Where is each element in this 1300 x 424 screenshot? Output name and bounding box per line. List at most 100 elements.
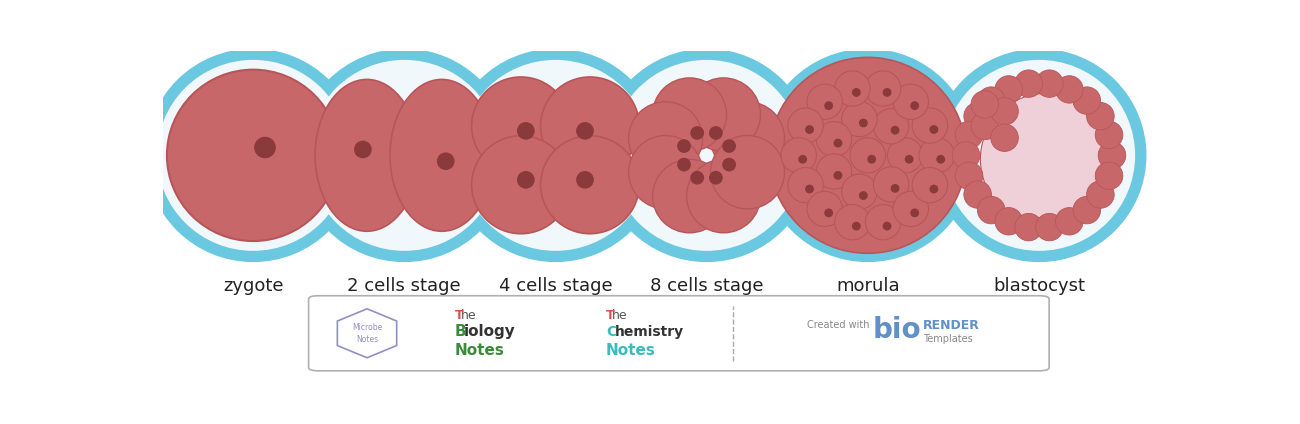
Ellipse shape bbox=[611, 60, 802, 251]
Ellipse shape bbox=[866, 204, 901, 240]
Ellipse shape bbox=[798, 155, 807, 164]
Ellipse shape bbox=[437, 152, 455, 170]
Ellipse shape bbox=[576, 122, 594, 139]
Ellipse shape bbox=[1015, 70, 1043, 98]
Ellipse shape bbox=[867, 155, 876, 164]
Ellipse shape bbox=[653, 159, 727, 233]
Ellipse shape bbox=[599, 49, 814, 262]
Ellipse shape bbox=[919, 138, 954, 173]
Text: T: T bbox=[455, 309, 463, 322]
Ellipse shape bbox=[1098, 142, 1126, 169]
Ellipse shape bbox=[994, 76, 1023, 103]
Ellipse shape bbox=[850, 138, 885, 173]
Ellipse shape bbox=[772, 60, 963, 251]
Ellipse shape bbox=[770, 57, 966, 253]
Ellipse shape bbox=[541, 77, 640, 175]
Ellipse shape bbox=[1072, 196, 1101, 224]
Ellipse shape bbox=[690, 126, 705, 140]
Ellipse shape bbox=[910, 209, 919, 217]
Text: bio: bio bbox=[872, 316, 922, 344]
Ellipse shape bbox=[517, 171, 534, 189]
Ellipse shape bbox=[472, 77, 571, 175]
Text: iology: iology bbox=[464, 324, 516, 339]
Ellipse shape bbox=[517, 122, 534, 139]
Ellipse shape bbox=[824, 101, 833, 110]
Text: 2 cells stage: 2 cells stage bbox=[347, 277, 462, 295]
Text: he: he bbox=[612, 309, 628, 322]
Ellipse shape bbox=[891, 184, 900, 193]
Ellipse shape bbox=[711, 102, 784, 175]
Text: Notes: Notes bbox=[455, 343, 504, 358]
Ellipse shape bbox=[963, 181, 992, 208]
Ellipse shape bbox=[781, 138, 816, 173]
Ellipse shape bbox=[991, 124, 1018, 151]
Ellipse shape bbox=[157, 60, 350, 251]
Ellipse shape bbox=[807, 84, 842, 120]
Ellipse shape bbox=[888, 138, 923, 173]
Ellipse shape bbox=[788, 108, 823, 143]
Ellipse shape bbox=[315, 79, 419, 231]
Ellipse shape bbox=[910, 101, 919, 110]
Ellipse shape bbox=[978, 196, 1005, 224]
Ellipse shape bbox=[1072, 87, 1101, 114]
Ellipse shape bbox=[166, 70, 339, 241]
Ellipse shape bbox=[255, 137, 276, 158]
Ellipse shape bbox=[296, 49, 512, 262]
Text: morula: morula bbox=[836, 277, 900, 295]
Ellipse shape bbox=[893, 191, 928, 226]
Ellipse shape bbox=[629, 102, 702, 175]
Ellipse shape bbox=[1036, 70, 1063, 98]
Ellipse shape bbox=[874, 109, 909, 144]
Ellipse shape bbox=[816, 154, 852, 189]
Ellipse shape bbox=[472, 136, 571, 234]
Ellipse shape bbox=[354, 141, 372, 158]
Ellipse shape bbox=[991, 98, 1018, 125]
Ellipse shape bbox=[913, 108, 948, 143]
Ellipse shape bbox=[1095, 162, 1123, 190]
Ellipse shape bbox=[708, 171, 723, 184]
Ellipse shape bbox=[893, 84, 928, 120]
Ellipse shape bbox=[629, 136, 702, 209]
Ellipse shape bbox=[788, 167, 823, 203]
Text: 8 cells stage: 8 cells stage bbox=[650, 277, 763, 295]
Ellipse shape bbox=[448, 49, 663, 262]
Ellipse shape bbox=[459, 60, 651, 251]
Text: Microbe: Microbe bbox=[352, 323, 382, 332]
Ellipse shape bbox=[932, 49, 1147, 262]
Ellipse shape bbox=[677, 158, 690, 171]
Text: Created with: Created with bbox=[807, 320, 870, 330]
Ellipse shape bbox=[1095, 121, 1123, 149]
Text: zygote: zygote bbox=[222, 277, 283, 295]
Polygon shape bbox=[338, 309, 396, 358]
Ellipse shape bbox=[723, 139, 736, 153]
Ellipse shape bbox=[866, 71, 901, 106]
Ellipse shape bbox=[1087, 103, 1114, 130]
Ellipse shape bbox=[874, 167, 909, 202]
Ellipse shape bbox=[805, 125, 814, 134]
Ellipse shape bbox=[835, 204, 870, 240]
Ellipse shape bbox=[994, 208, 1023, 235]
Text: 4 cells stage: 4 cells stage bbox=[499, 277, 612, 295]
Ellipse shape bbox=[930, 184, 939, 193]
Text: blastocyst: blastocyst bbox=[993, 277, 1086, 295]
Ellipse shape bbox=[686, 159, 760, 233]
Ellipse shape bbox=[576, 171, 594, 189]
Text: Notes: Notes bbox=[606, 343, 655, 358]
Ellipse shape bbox=[833, 139, 842, 148]
FancyBboxPatch shape bbox=[308, 296, 1049, 371]
Ellipse shape bbox=[905, 155, 914, 164]
Ellipse shape bbox=[841, 174, 878, 209]
Text: Notes: Notes bbox=[356, 335, 378, 344]
Text: C: C bbox=[606, 325, 616, 339]
Text: hemistry: hemistry bbox=[615, 325, 684, 339]
Ellipse shape bbox=[1015, 213, 1043, 241]
Ellipse shape bbox=[913, 167, 948, 203]
Ellipse shape bbox=[835, 71, 870, 106]
Ellipse shape bbox=[891, 126, 900, 134]
Ellipse shape bbox=[852, 222, 861, 231]
Ellipse shape bbox=[816, 122, 852, 157]
Ellipse shape bbox=[723, 158, 736, 171]
Ellipse shape bbox=[930, 125, 939, 134]
Ellipse shape bbox=[956, 121, 983, 149]
Ellipse shape bbox=[146, 49, 360, 262]
